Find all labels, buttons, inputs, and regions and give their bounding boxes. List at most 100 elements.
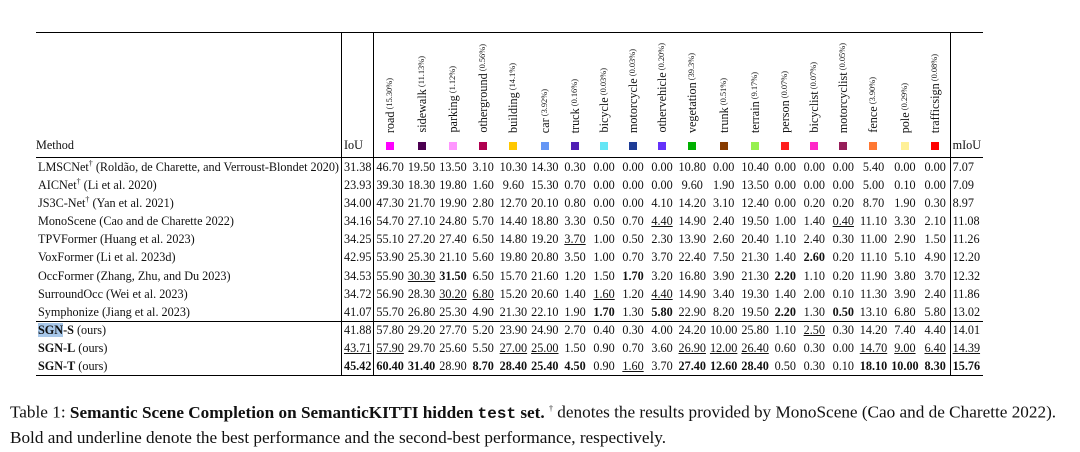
value-cell-sidewalk: 30.30 xyxy=(407,268,436,283)
value-cell-otherground: 3.10 xyxy=(468,156,498,176)
value-cell-motorcycle: 1.60 xyxy=(618,357,648,377)
class-label: parking (1.12%) xyxy=(446,66,460,133)
value-cell-trunk: 12.00 xyxy=(709,341,738,356)
value-cell-car: 20.10 xyxy=(531,195,559,210)
class-header-motorcyclist: motorcyclist (0.05%) xyxy=(829,33,858,158)
class-frequency: (0.20%) xyxy=(656,43,666,73)
class-header-trunk: trunk (0.51%) xyxy=(708,33,739,158)
miou-cell: 7.07 xyxy=(950,156,984,176)
class-name: motorcycle xyxy=(625,78,640,133)
value-cell-person: 1.40 xyxy=(774,250,796,265)
class-label: bicycle (0.03%) xyxy=(597,68,611,133)
class-frequency: (14.1%) xyxy=(508,63,518,93)
class-color-swatch xyxy=(448,142,457,150)
value-cell-person: 1.10 xyxy=(770,320,800,340)
miou-cell: 11.86 xyxy=(952,286,980,301)
value-cell-terrain: 20.40 xyxy=(741,232,769,247)
value-cell-terrain: 28.40 xyxy=(739,357,771,377)
value-cell-motorcyclist: 0.10 xyxy=(832,286,854,301)
value-cell-othervehicle: 0.00 xyxy=(647,156,677,176)
class-color-swatch xyxy=(781,142,790,150)
value-cell-trunk: 3.10 xyxy=(712,195,735,210)
value-cell-fence: 11.10 xyxy=(860,214,887,229)
value-cell-motorcyclist: 0.20 xyxy=(832,250,854,265)
value-cell-pole: 10.00 xyxy=(889,357,921,377)
value-cell-bicyclist: 2.50 xyxy=(799,320,829,340)
miou-cell: 11.26 xyxy=(952,232,980,247)
value-cell-othervehicle: 4.10 xyxy=(651,195,673,210)
value-cell-bicyclist: 0.30 xyxy=(803,341,825,356)
class-color-swatch xyxy=(540,142,549,150)
class-name: othervehicle xyxy=(654,72,669,133)
class-header-vegetation: vegetation (39.3%) xyxy=(677,33,708,158)
miou-cell: 11.08 xyxy=(952,214,980,229)
value-cell-pole: 9.00 xyxy=(894,341,916,356)
value-cell-vegetation: 27.40 xyxy=(676,357,708,377)
value-cell-trafficsign: 5.80 xyxy=(920,303,951,322)
value-cell-otherground: 6.80 xyxy=(472,286,494,301)
value-cell-parking: 27.70 xyxy=(437,320,469,340)
value-cell-truck: 3.70 xyxy=(564,232,586,247)
method-cell: LMSCNet† (Roldão, de Charette, and Verro… xyxy=(36,156,342,176)
value-cell-othervehicle: 0.00 xyxy=(651,177,673,192)
class-header-sidewalk: sidewalk (11.13%) xyxy=(406,33,437,158)
value-cell-trafficsign: 3.70 xyxy=(920,266,951,285)
class-frequency: (0.07%) xyxy=(780,71,790,101)
value-cell-trafficsign: 6.40 xyxy=(920,339,951,358)
value-cell-vegetation: 24.20 xyxy=(676,320,708,340)
value-cell-othervehicle: 5.80 xyxy=(651,304,673,319)
value-cell-sidewalk: 29.20 xyxy=(405,320,438,340)
value-cell-motorcyclist: 0.40 xyxy=(832,214,854,229)
value-cell-fence: 14.70 xyxy=(859,341,888,356)
caption-title: Semantic Scene Completion on SemanticKIT… xyxy=(69,402,478,422)
value-cell-othervehicle: 2.30 xyxy=(651,232,673,247)
value-cell-otherground: 6.50 xyxy=(472,232,494,247)
class-header-car: car (3.92%) xyxy=(529,33,560,158)
value-cell-vegetation: 14.20 xyxy=(678,195,706,210)
value-cell-truck: 3.30 xyxy=(564,214,586,229)
class-name: person xyxy=(778,100,793,134)
class-header-terrain: terrain (9.17%) xyxy=(739,33,770,158)
value-cell-trafficsign: 8.30 xyxy=(920,357,951,377)
value-cell-person: 1.40 xyxy=(774,286,796,301)
table-caption: Table 1: Semantic Scene Completion on Se… xyxy=(10,397,1076,449)
class-color-swatch xyxy=(839,142,848,150)
class-name: trafficsign xyxy=(928,83,943,133)
value-cell-truck: 0.80 xyxy=(564,195,586,210)
value-cell-otherground: 5.50 xyxy=(472,341,494,356)
value-cell-road: 54.70 xyxy=(376,214,404,229)
value-cell-terrain: 21.30 xyxy=(741,250,769,265)
value-cell-terrain: 25.80 xyxy=(739,320,771,340)
value-cell-motorcyclist: 0.50 xyxy=(832,304,854,319)
value-cell-fence: 13.10 xyxy=(859,304,888,319)
value-cell-motorcyclist: 0.30 xyxy=(832,232,854,247)
value-cell-pole: 1.90 xyxy=(894,195,916,210)
class-frequency: (0.16%) xyxy=(569,78,579,108)
value-cell-trafficsign: 1.50 xyxy=(920,230,951,249)
value-cell-bicyclist: 0.00 xyxy=(803,177,825,192)
value-cell-trafficsign: 4.40 xyxy=(920,320,951,340)
value-cell-road: 55.70 xyxy=(376,304,404,319)
value-cell-vegetation: 22.90 xyxy=(678,304,706,319)
value-cell-fence: 11.10 xyxy=(860,250,887,265)
value-cell-car: 22.10 xyxy=(531,304,559,319)
value-cell-motorcycle: 1.30 xyxy=(622,304,644,319)
value-cell-building: 14.80 xyxy=(499,232,528,247)
iou-cell: 31.38 xyxy=(340,156,375,176)
value-cell-motorcycle: 0.00 xyxy=(618,156,648,176)
header-row: Method IoU road (15.30%) sidewalk (11.13%… xyxy=(36,32,984,158)
class-name: pole xyxy=(897,112,912,133)
value-cell-trafficsign: 4.90 xyxy=(920,248,951,267)
class-color-swatch xyxy=(810,142,819,150)
value-cell-motorcycle: 0.30 xyxy=(618,320,648,340)
value-cell-truck: 1.20 xyxy=(564,268,586,283)
value-cell-building: 12.70 xyxy=(499,195,528,210)
value-cell-vegetation: 10.80 xyxy=(676,156,708,176)
class-frequency: (0.05%) xyxy=(838,42,848,73)
value-cell-truck: 3.50 xyxy=(564,250,586,265)
value-cell-motorcyclist: 0.10 xyxy=(828,357,858,377)
value-cell-person: 0.00 xyxy=(774,177,796,192)
value-cell-fence: 11.00 xyxy=(860,232,887,247)
class-label: truck (0.16%) xyxy=(568,78,582,133)
class-frequency: (0.03%) xyxy=(598,68,608,98)
